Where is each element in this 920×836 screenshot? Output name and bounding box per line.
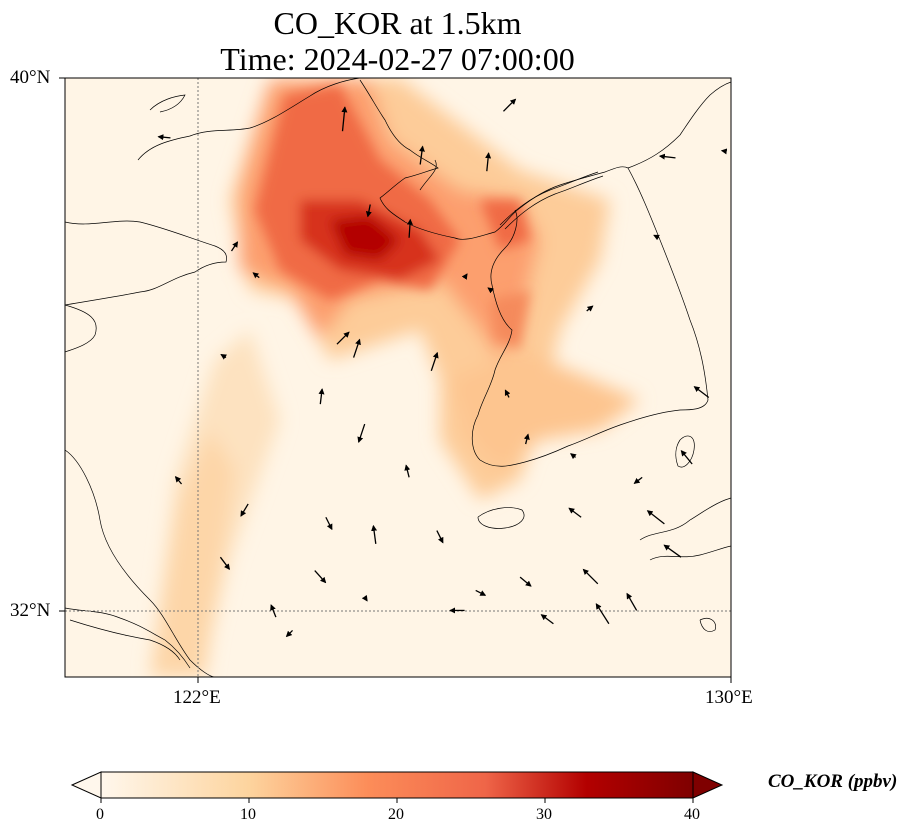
wind-vector <box>485 152 492 172</box>
wind-vector <box>404 464 411 478</box>
colorbar-label-10: 10 <box>240 806 256 823</box>
wind-vector <box>352 338 361 358</box>
coastline-shandong <box>65 220 227 306</box>
wind-vector <box>633 476 643 484</box>
wind-vector <box>540 614 554 625</box>
wind-vector <box>523 433 530 445</box>
wind-vector <box>582 568 599 585</box>
wind-vector <box>461 273 468 280</box>
lat-tick-label-40n: 40°N <box>10 67 51 88</box>
coastline-border-1 <box>499 171 599 226</box>
heat-plume-korea-south <box>450 350 640 470</box>
co-heatmap-layer <box>150 78 640 677</box>
wind-vector <box>365 204 372 218</box>
wind-vector <box>314 570 327 584</box>
colorbar <box>70 771 724 803</box>
wind-vector <box>487 287 494 294</box>
coastline-china-east <box>65 449 216 677</box>
wind-vector <box>406 218 413 238</box>
coastline-bohai-north <box>137 78 361 161</box>
wind-vector <box>361 594 368 602</box>
map-title-line1: CO_KOR at 1.5km <box>273 5 522 41</box>
wind-vector <box>653 234 660 241</box>
heat-core-peak <box>330 215 400 260</box>
heat-core-korea-north <box>480 200 530 250</box>
colorbar-title: CO_KOR (ppbv) <box>768 771 898 792</box>
coastline-korea <box>471 167 709 467</box>
wind-vector <box>663 544 682 558</box>
wind-vector <box>475 589 487 596</box>
wind-vector <box>693 386 710 398</box>
coastline-island-south <box>699 617 716 632</box>
wind-vector <box>318 388 325 405</box>
wind-vector <box>252 272 260 279</box>
wind-vector <box>720 148 728 155</box>
lon-tick-label-122e: 122°E <box>173 687 221 708</box>
map-frame <box>64 77 732 678</box>
lon-tick-label-130e: 130°E <box>705 687 753 708</box>
heat-core-korea-west <box>490 290 530 350</box>
coastline-jeju <box>477 507 525 529</box>
colorbar-label-30: 30 <box>536 806 552 823</box>
lat-tick-label-32n: 32°N <box>10 600 51 621</box>
coastline-yangtze-south <box>69 619 181 661</box>
wind-vector <box>341 106 348 132</box>
wind-vector <box>325 516 333 531</box>
coastline-liaodong-korea-north <box>359 79 629 240</box>
colorbar-extend-high <box>692 771 724 799</box>
wind-vector <box>658 153 676 160</box>
wind-vector <box>270 604 277 618</box>
coastline-korea-east-north <box>627 81 731 169</box>
wind-vector <box>230 241 239 252</box>
wind-vector <box>357 423 366 444</box>
colorbar-label-40: 40 <box>684 806 700 823</box>
wind-vector <box>502 98 517 112</box>
wind-vector <box>595 603 610 625</box>
colorbar-label-0: 0 <box>96 806 104 823</box>
wind-vector <box>157 134 171 141</box>
wind-vector <box>569 453 577 460</box>
wind-vector <box>646 510 665 525</box>
map-title-line2: Time: 2024-02-27 07:00:00 <box>220 41 575 77</box>
wind-vector-layer <box>157 98 728 638</box>
coastline-yangtze <box>65 607 191 669</box>
coastline-bohai-west <box>149 94 186 113</box>
wind-vector <box>626 592 638 611</box>
wind-vector <box>285 629 294 638</box>
colorbar-label-20: 20 <box>388 806 404 823</box>
wind-vector <box>371 524 378 544</box>
wind-vector <box>174 476 183 485</box>
coastline-island-bay <box>419 159 437 191</box>
wind-vector <box>219 556 230 571</box>
heat-plume-south-core <box>150 430 235 677</box>
wind-vector <box>430 351 439 372</box>
coastline-kyushu <box>639 497 731 541</box>
wind-vector <box>240 503 249 517</box>
wind-vector <box>336 331 350 345</box>
wind-vector <box>436 530 444 544</box>
coastline-kyushu-south <box>649 545 731 561</box>
coastline-jiangsu-north <box>65 304 97 353</box>
wind-vector <box>220 353 227 360</box>
wind-vector <box>504 389 511 398</box>
coastline-border-2 <box>504 175 604 230</box>
colorbar-extend-low <box>70 771 102 799</box>
wind-vector <box>568 507 582 518</box>
wind-vector <box>680 450 693 465</box>
wind-vector <box>418 145 425 165</box>
wind-vector <box>586 305 594 312</box>
coastline-tsushima <box>675 435 695 468</box>
colorbar-gradient <box>100 771 694 799</box>
wind-vector <box>519 576 532 587</box>
coastlines <box>65 78 731 677</box>
